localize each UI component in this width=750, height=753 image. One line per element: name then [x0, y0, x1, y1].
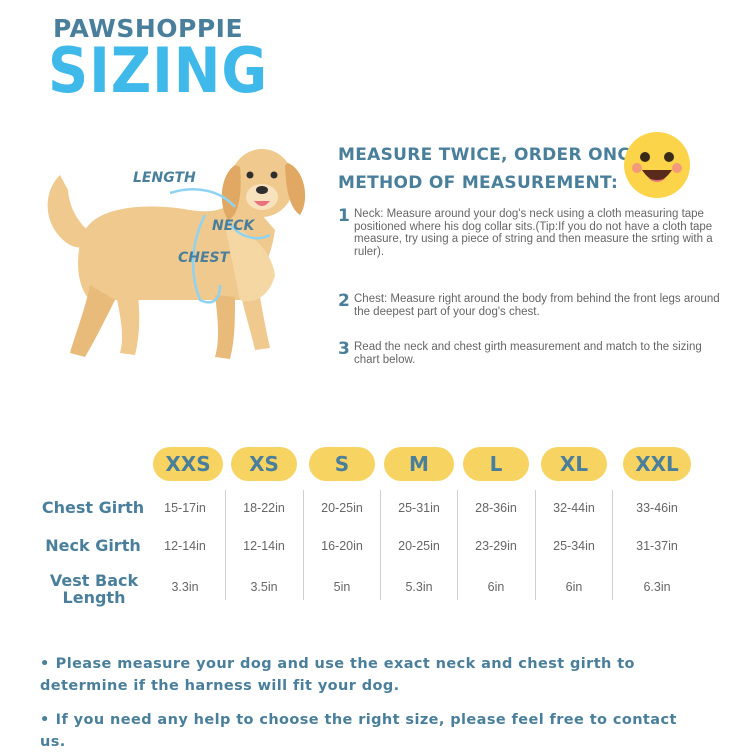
size-pill-m: M [384, 447, 454, 481]
neck-label: NECK [212, 218, 255, 234]
step-number: 3 [338, 339, 350, 359]
step-number: 1 [338, 206, 350, 226]
note-text: If you need any help to choose the right… [40, 712, 677, 750]
column-divider [225, 490, 226, 600]
table-cell: 28-36in [475, 501, 517, 515]
table-cell: 3.3in [171, 580, 199, 594]
size-pill-l: L [463, 447, 529, 481]
length-label: LENGTH [133, 170, 196, 186]
table-cell: 16-20in [321, 539, 363, 553]
step-text: Read the neck and chest girth measuremen… [354, 341, 702, 366]
column-divider [535, 490, 536, 600]
row-label-chest-girth: Chest Girth [41, 498, 145, 517]
step-text: Chest: Measure right around the body fro… [354, 293, 720, 318]
table-cell: 20-25in [398, 539, 440, 553]
table-cell: 12-14in [164, 539, 206, 553]
table-cell: 12-14in [243, 539, 285, 553]
bullet-icon: • [40, 656, 50, 672]
step-2: 2 Chest: Measure right around the body f… [338, 291, 728, 318]
size-pill-xl: XL [541, 447, 607, 481]
row-label-vest-back-length: Vest Back Length [49, 571, 139, 607]
column-divider [457, 490, 458, 600]
table-cell: 6in [565, 580, 583, 594]
note-2: • If you need any help to choose the righ… [40, 709, 700, 753]
table-cell: 23-29in [475, 539, 517, 553]
table-cell: 25-31in [398, 501, 440, 515]
size-pill-xxl: XXL [623, 447, 691, 481]
heading-method: METHOD OF MEASUREMENT: [338, 173, 619, 193]
step-text: Neck: Measure around your dog's neck usi… [354, 208, 713, 258]
step-number: 2 [338, 291, 350, 311]
table-cell: 33-46in [636, 501, 678, 515]
table-cell: 25-34in [553, 539, 595, 553]
table-cell: 15-17in [164, 501, 206, 515]
table-cell: 31-37in [636, 539, 678, 553]
size-header-row: XXS XS S M L XL XXL [150, 447, 695, 481]
page-title: SIZING [48, 34, 269, 107]
brand-name: PAWSHOPPIE [53, 14, 244, 43]
step-1: 1 Neck: Measure around your dog's neck u… [338, 206, 728, 258]
table-cell: 18-22in [243, 501, 285, 515]
column-divider [612, 490, 613, 600]
table-cell: 6.3in [643, 580, 671, 594]
note-1: • Please measure your dog and use the exa… [40, 653, 700, 697]
table-cell: 32-44in [553, 501, 595, 515]
column-divider [303, 490, 304, 600]
row-label-neck-girth: Neck Girth [45, 536, 141, 555]
heading-measure-twice: MEASURE TWICE, ORDER ONCE [338, 145, 643, 165]
table-cell: 3.5in [250, 580, 278, 594]
chest-label: CHEST [178, 250, 230, 266]
dog-illustration [47, 149, 306, 359]
smiley-icon [624, 132, 690, 198]
size-pill-xxs: XXS [153, 447, 223, 481]
step-3: 3 Read the neck and chest girth measurem… [338, 339, 728, 366]
note-text: Please measure your dog and use the exac… [40, 656, 635, 694]
table-cell: 6in [487, 580, 505, 594]
column-divider [380, 490, 381, 600]
table-cell: 20-25in [321, 501, 363, 515]
size-pill-xs: XS [231, 447, 297, 481]
size-pill-s: S [309, 447, 375, 481]
table-cell: 5.3in [405, 580, 433, 594]
bullet-icon: • [40, 712, 50, 728]
table-cell: 5in [333, 580, 351, 594]
